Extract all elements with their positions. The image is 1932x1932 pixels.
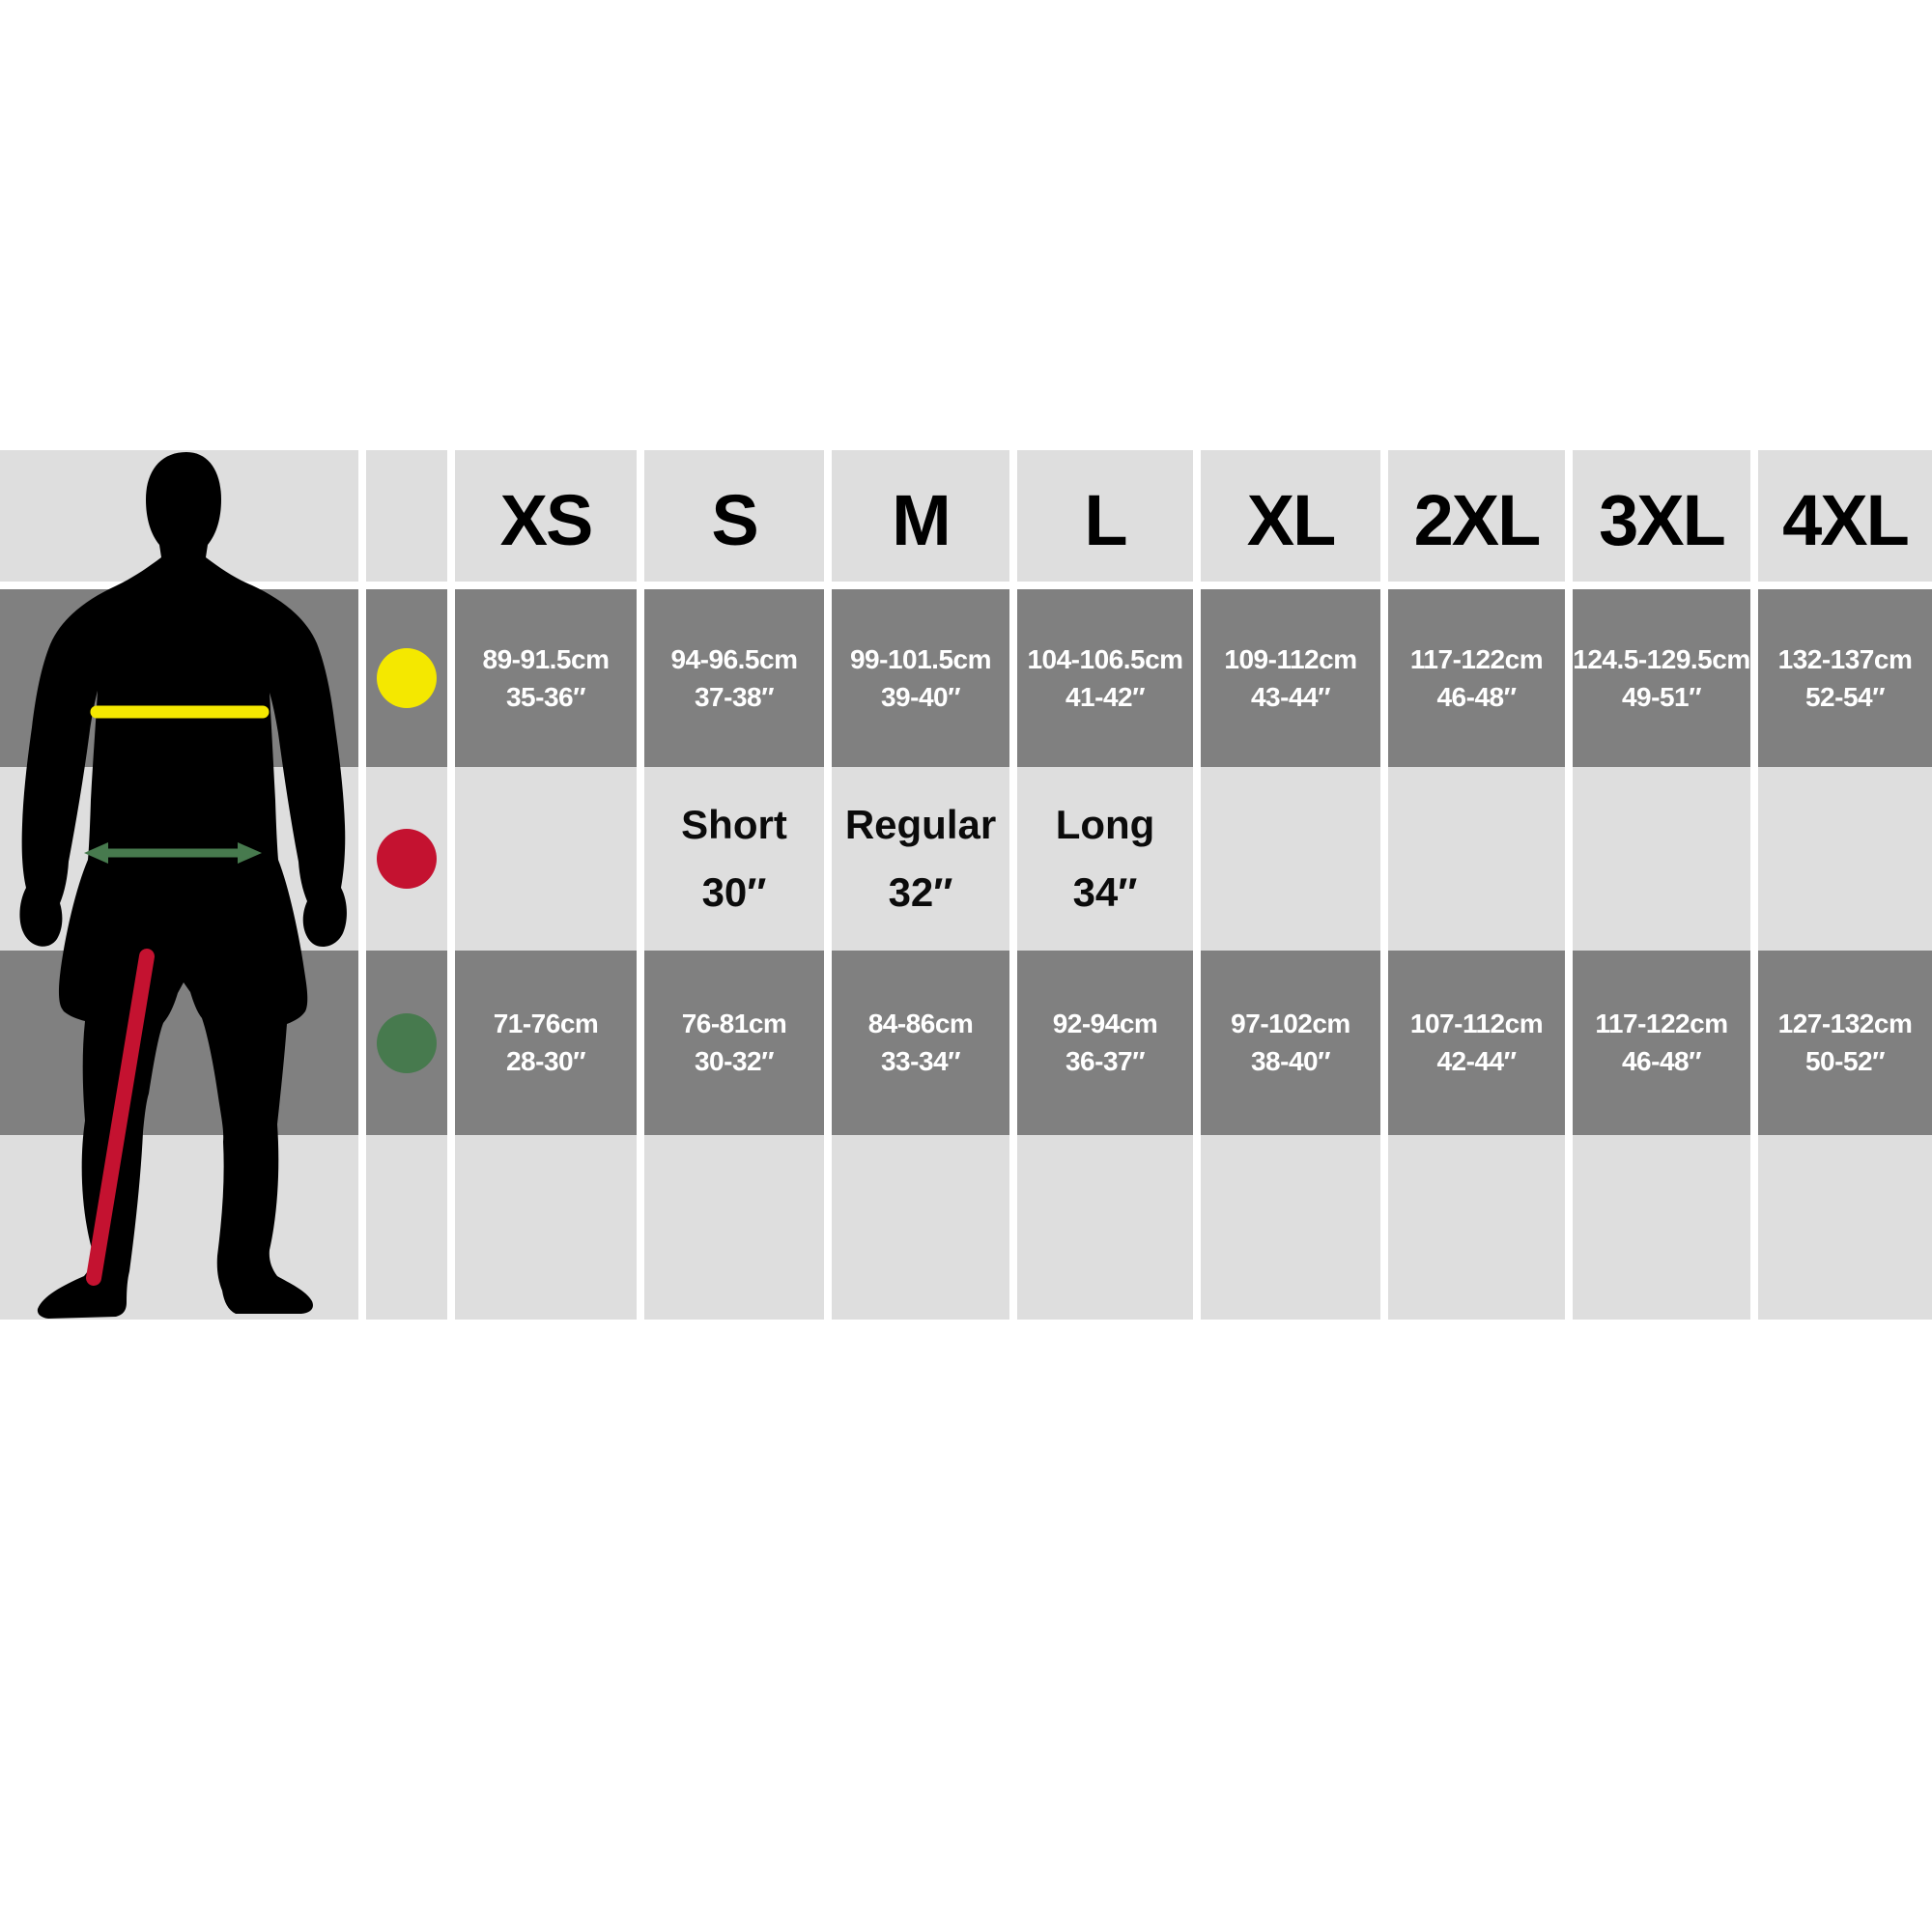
- size-label: M: [892, 480, 952, 560]
- header-cell-2xl: 2XL: [1388, 450, 1565, 582]
- figure-header-cell: [0, 450, 358, 582]
- chest-cell-3xl: 124.5-129.5cm 49-51″: [1573, 589, 1750, 767]
- waist-indicator-dot-icon: [377, 1012, 437, 1073]
- bottom-cell: [644, 1135, 824, 1320]
- size-label: S: [711, 480, 758, 560]
- chest-cell-m: 99-101.5cm 39-40″: [832, 589, 1009, 767]
- figure-waist-cell: [0, 951, 358, 1135]
- size-label: XL: [1246, 480, 1337, 560]
- bottom-cell: [1573, 1135, 1750, 1320]
- header-cell-4xl: 4XL: [1758, 450, 1932, 582]
- waist-cell-3xl: 117-122cm 46-48″: [1573, 951, 1750, 1135]
- header-cell-xl: XL: [1201, 450, 1380, 582]
- waist-cell-m: 84-86cm 33-34″: [832, 951, 1009, 1135]
- size-label: L: [1084, 480, 1127, 560]
- leg-cell-2xl: [1388, 767, 1565, 951]
- chest-cell-l: 104-106.5cm 41-42″: [1017, 589, 1193, 767]
- figure-chest-cell: [0, 589, 358, 767]
- indicator-header-cell: [366, 450, 447, 582]
- chest-cell-4xl: 132-137cm 52-54″: [1758, 589, 1932, 767]
- waist-cell-l: 92-94cm 36-37″: [1017, 951, 1193, 1135]
- figure-leg-cell: [0, 767, 358, 951]
- leg-cell-l: Long 34″: [1017, 767, 1193, 951]
- size-label: 3XL: [1599, 480, 1726, 560]
- bottom-cell: [1017, 1135, 1193, 1320]
- waist-indicator-cell: [366, 951, 447, 1135]
- leg-cell-3xl: [1573, 767, 1750, 951]
- header-cell-l: L: [1017, 450, 1193, 582]
- header-cell-xs: XS: [455, 450, 637, 582]
- bottom-cell: [1201, 1135, 1380, 1320]
- bottom-cell: [832, 1135, 1009, 1320]
- waist-cell-2xl: 107-112cm 42-44″: [1388, 951, 1565, 1135]
- leg-cell-4xl: [1758, 767, 1932, 951]
- waist-cell-xs: 71-76cm 28-30″: [455, 951, 637, 1135]
- waist-cell-s: 76-81cm 30-32″: [644, 951, 824, 1135]
- size-label: 4XL: [1782, 480, 1910, 560]
- chest-cell-xs: 89-91.5cm 35-36″: [455, 589, 637, 767]
- size-label: XS: [499, 480, 594, 560]
- leg-cell-m: Regular 32″: [832, 767, 1009, 951]
- waist-cell-4xl: 127-132cm 50-52″: [1758, 951, 1932, 1135]
- header-cell-3xl: 3XL: [1573, 450, 1750, 582]
- leg-indicator-cell: [366, 767, 447, 951]
- bottom-cell: [366, 1135, 447, 1320]
- chest-cell-xl: 109-112cm 43-44″: [1201, 589, 1380, 767]
- figure-bottom-cell: [0, 1135, 358, 1320]
- bottom-cell: [1758, 1135, 1932, 1320]
- chest-indicator-dot-icon: [377, 648, 437, 708]
- chest-cell-2xl: 117-122cm 46-48″: [1388, 589, 1565, 767]
- chest-indicator-cell: [366, 589, 447, 767]
- leg-cell-xl: [1201, 767, 1380, 951]
- header-cell-m: M: [832, 450, 1009, 582]
- size-label: 2XL: [1413, 480, 1542, 560]
- size-chart-table: XS S M L XL 2XL 3XL 4XL 89-91.5cm 35-36″ …: [0, 450, 1932, 1320]
- bottom-cell: [455, 1135, 637, 1320]
- leg-cell-xs: [455, 767, 637, 951]
- bottom-cell: [1388, 1135, 1565, 1320]
- leg-indicator-dot-icon: [377, 829, 437, 889]
- chest-cell-s: 94-96.5cm 37-38″: [644, 589, 824, 767]
- header-cell-s: S: [644, 450, 824, 582]
- waist-cell-xl: 97-102cm 38-40″: [1201, 951, 1380, 1135]
- header-separator: [0, 582, 1932, 589]
- leg-cell-s: Short 30″: [644, 767, 824, 951]
